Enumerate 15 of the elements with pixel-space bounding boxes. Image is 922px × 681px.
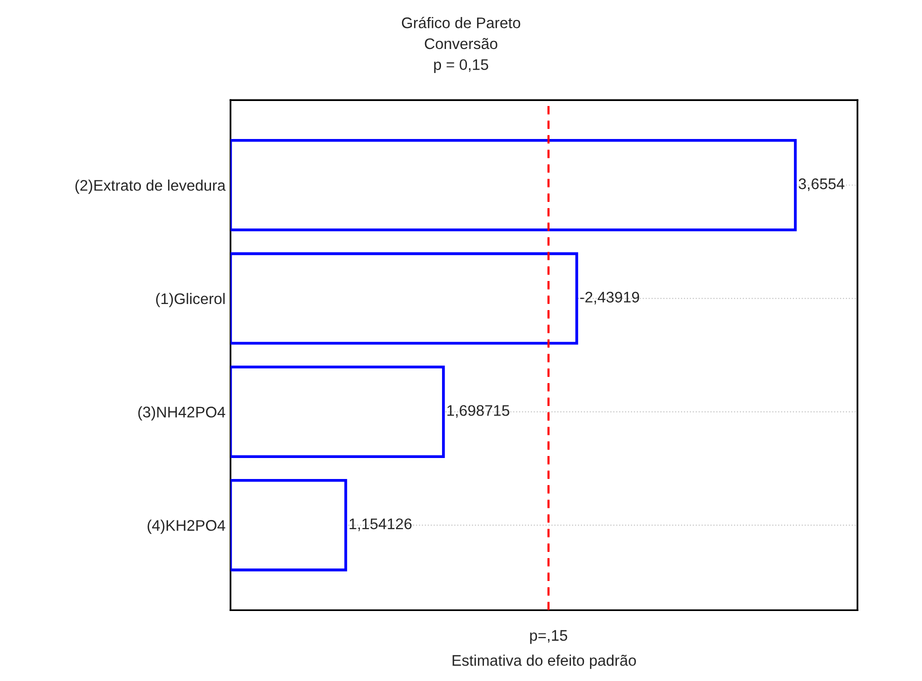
text: 3,6554: [798, 178, 844, 192]
y-tick-label: (3)NH42PO4: [138, 406, 226, 421]
y-tick-label: (2)Extrato de levedura: [75, 180, 226, 194]
text: -2,43919: [580, 292, 640, 304]
x-axis-title: Estimativa do efeito padrão: [452, 654, 636, 669]
bar: [230, 479, 348, 572]
text: 1,154126: [350, 518, 412, 532]
y-tick-label: (1)Glicerol: [156, 292, 225, 308]
bar: [230, 366, 445, 458]
y-tick-label: (4)KH2PO4: [148, 520, 226, 534]
ref-line-label: p=,15: [530, 630, 568, 644]
bar: [230, 252, 578, 345]
bar: [230, 138, 797, 232]
chart-title: Gráfico de Pareto Conversão p = 0,15: [402, 16, 520, 74]
text: 1,698715: [447, 405, 510, 418]
